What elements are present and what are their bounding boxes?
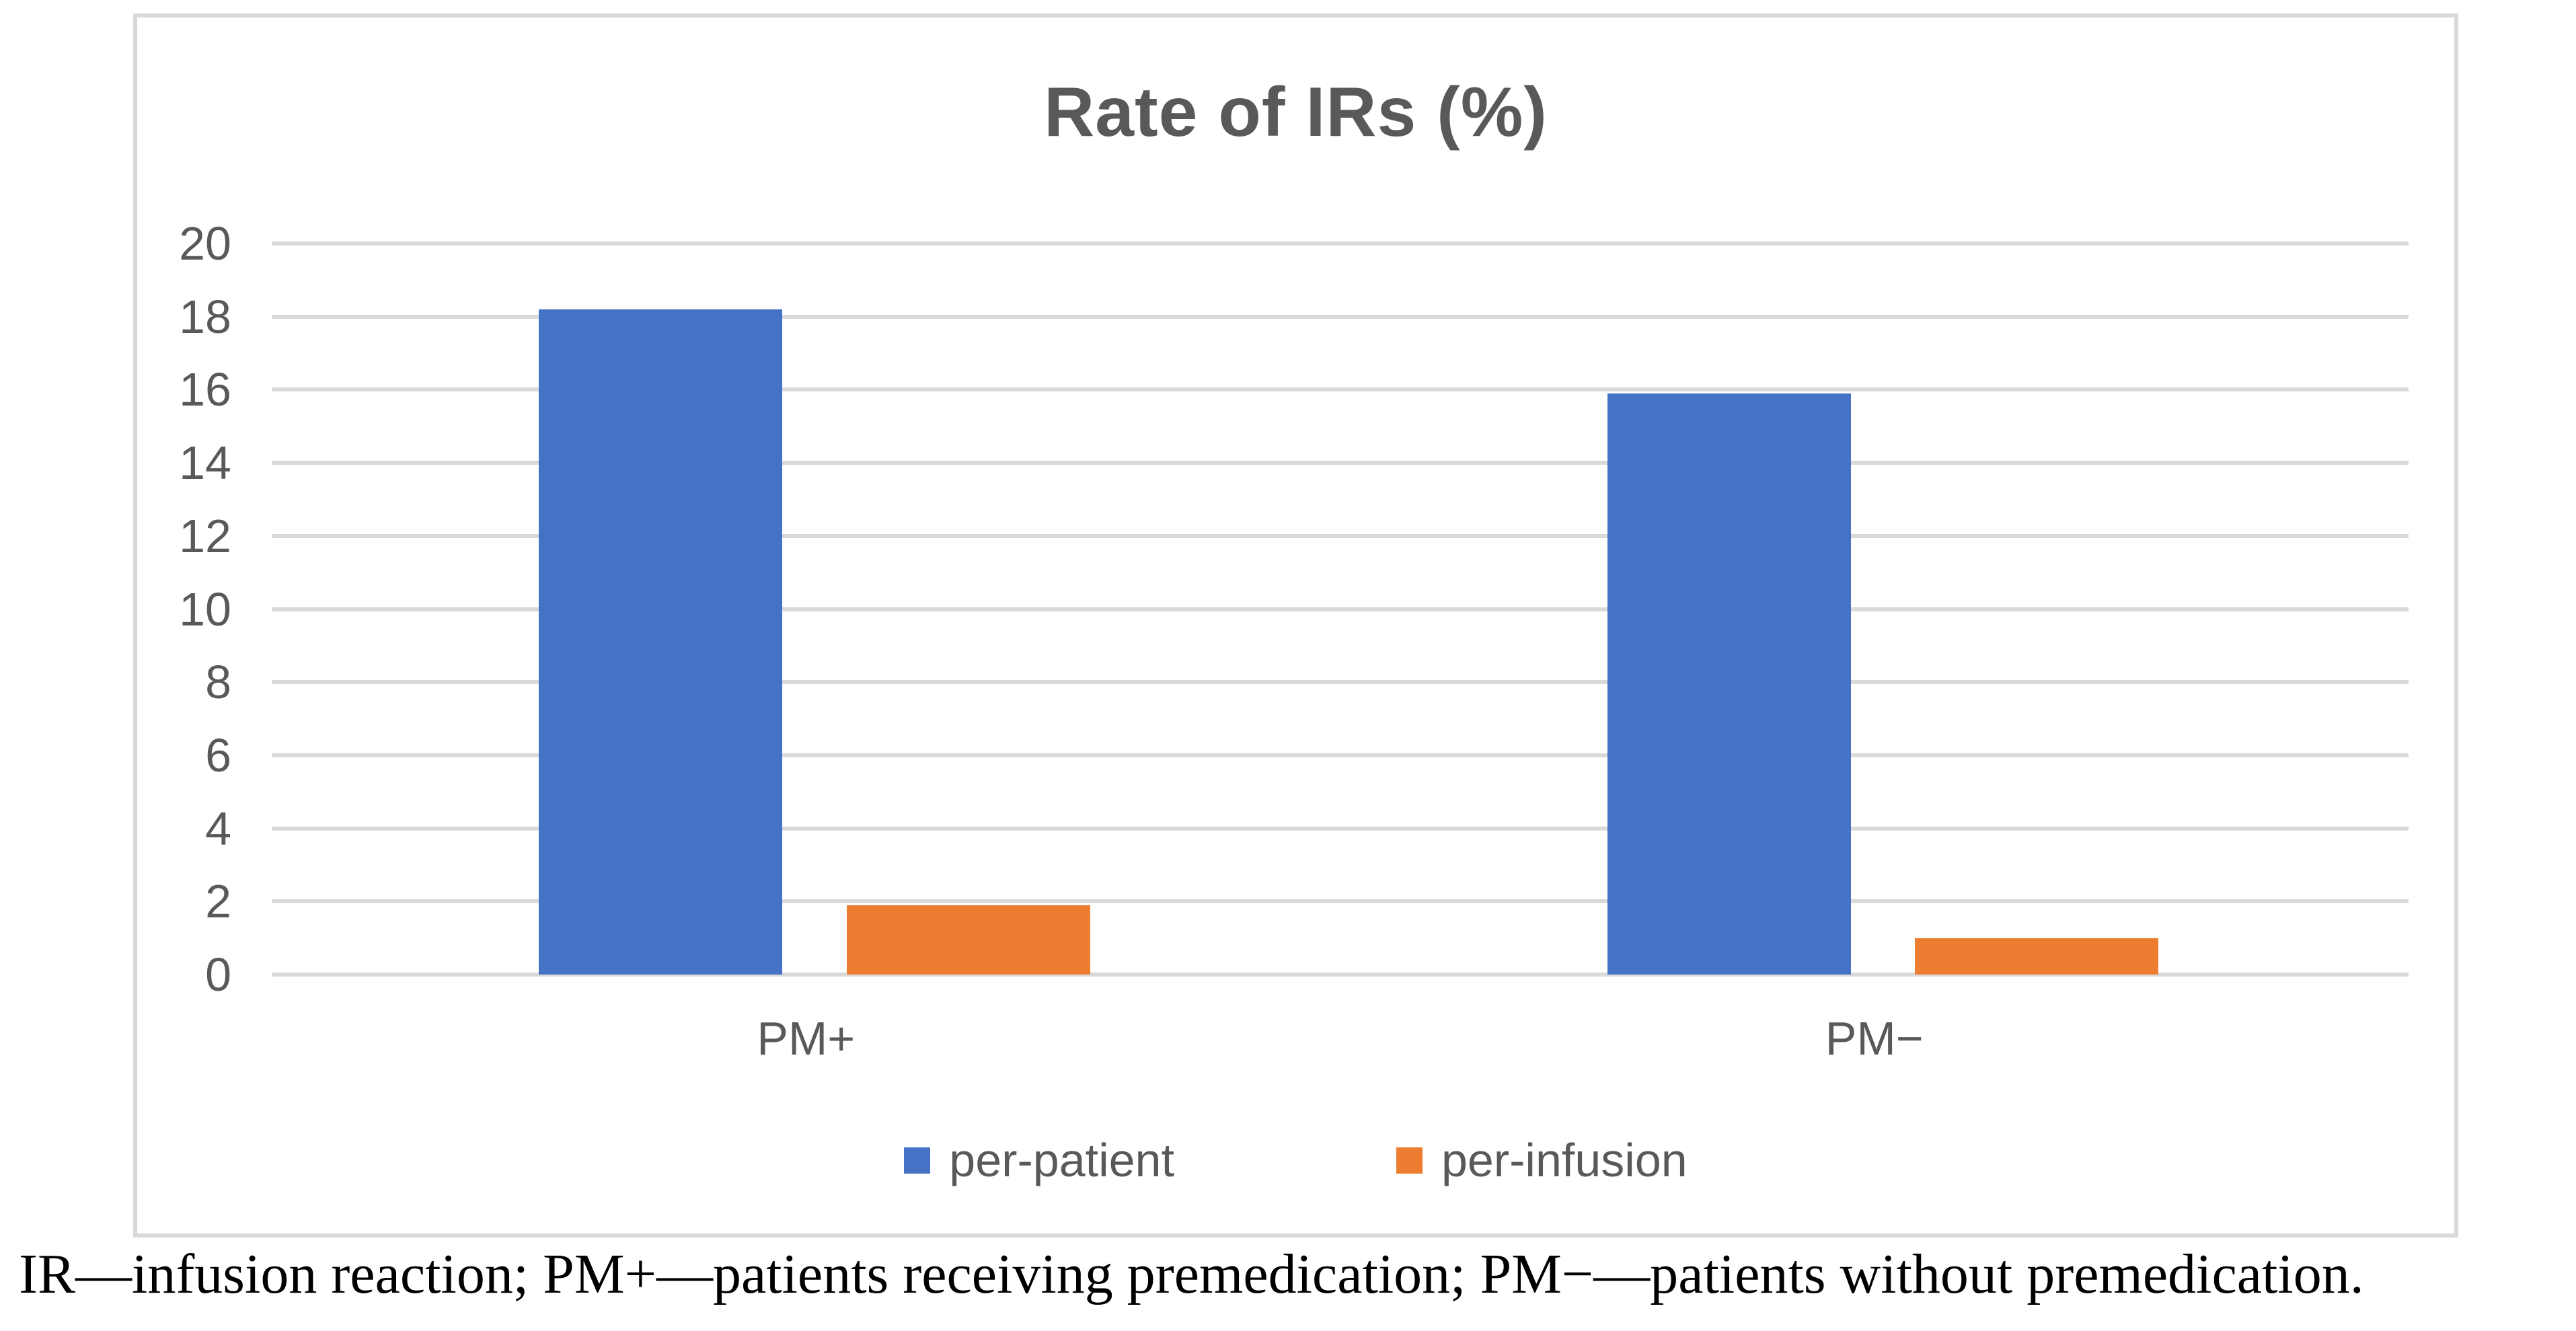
figure-caption: IR—infusion reaction; PM+—patients recei… [19, 1243, 2364, 1305]
y-tick-label-8: 8 [205, 656, 231, 709]
y-tick-label-6: 6 [205, 728, 231, 782]
gridline-12 [272, 533, 2409, 538]
bar-pm-plus-per-patient [539, 309, 783, 975]
x-category-label-pm-plus: PM+ [757, 1012, 856, 1065]
legend-swatch-per-patient-icon [904, 1147, 931, 1174]
y-tick-label-0: 0 [205, 948, 231, 1001]
y-tick-label-4: 4 [205, 802, 231, 855]
y-tick-label-10: 10 [179, 582, 231, 636]
legend: per-patient per-infusion [137, 1135, 2454, 1185]
legend-item-per-infusion: per-infusion [1396, 1135, 1688, 1185]
bar-pm-minus-per-infusion [1915, 938, 2159, 975]
y-tick-label-2: 2 [205, 875, 231, 928]
gridline-0 [272, 973, 2409, 977]
gridline-8 [272, 680, 2409, 685]
legend-label-per-infusion: per-infusion [1441, 1134, 1688, 1186]
legend-label-per-patient: per-patient [949, 1134, 1174, 1186]
bar-pm-plus-per-infusion [846, 905, 1090, 975]
y-tick-label-14: 14 [179, 436, 231, 490]
gridline-14 [272, 461, 2409, 465]
chart-frame: Rate of IRs (%) 0 2 4 6 8 10 12 14 16 18 20 PM+ PM−… [133, 13, 2458, 1238]
legend-item-per-patient: per-patient [904, 1135, 1174, 1185]
gridline-18 [272, 314, 2409, 319]
plot-area [272, 241, 2409, 977]
y-tick-label-18: 18 [179, 290, 231, 343]
bar-pm-minus-per-patient [1607, 393, 1851, 975]
gridline-6 [272, 753, 2409, 757]
gridline-2 [272, 899, 2409, 904]
chart-title: Rate of IRs (%) [1044, 73, 1548, 151]
x-category-label-pm-minus: PM− [1825, 1012, 1924, 1065]
gridline-10 [272, 607, 2409, 611]
gridline-20 [272, 241, 2409, 245]
gridline-16 [272, 387, 2409, 392]
y-tick-label-16: 16 [179, 363, 231, 416]
legend-swatch-per-infusion-icon [1396, 1147, 1423, 1174]
y-tick-label-20: 20 [179, 217, 231, 270]
y-tick-label-12: 12 [179, 509, 231, 562]
gridline-4 [272, 826, 2409, 831]
